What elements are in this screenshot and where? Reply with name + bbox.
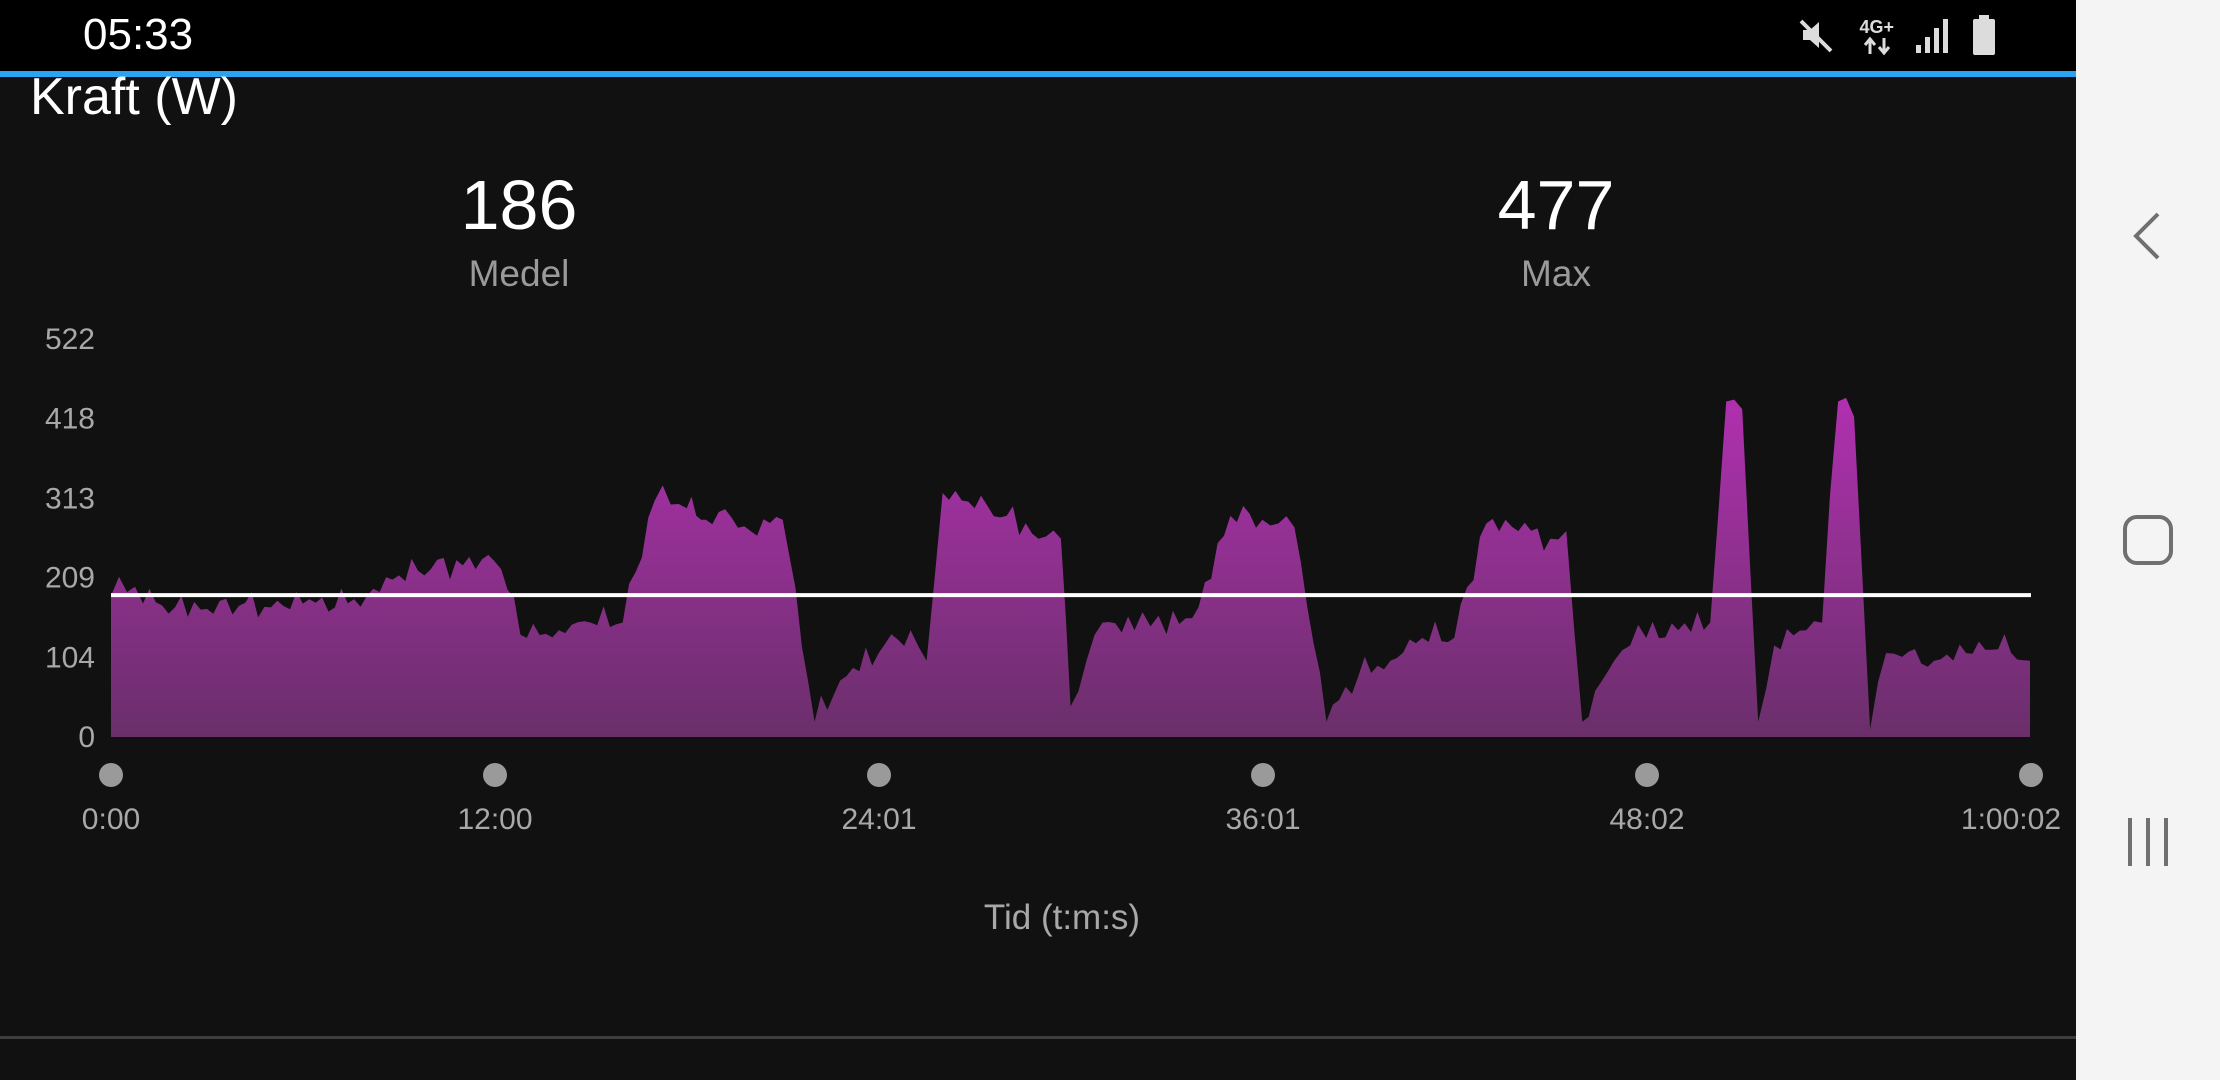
- header-accent-line: [0, 71, 2076, 77]
- network-4g-icon: 4G+: [1859, 18, 1894, 56]
- status-time: 05:33: [83, 10, 194, 59]
- y-tick-label: 313: [45, 482, 95, 515]
- mute-icon: [1797, 15, 1837, 60]
- back-icon: [2133, 212, 2160, 260]
- y-tick-label: 522: [45, 323, 95, 356]
- x-tick-label: 48:02: [1609, 803, 1684, 836]
- x-tick-label: 1:00:02: [1961, 803, 2061, 836]
- stat-average: 186 Medel: [369, 165, 669, 297]
- x-tick-handle[interactable]: [2019, 763, 2043, 787]
- y-tick-label: 418: [45, 402, 95, 435]
- recents-button[interactable]: [2076, 782, 2220, 902]
- area-series: [111, 397, 2031, 737]
- y-tick-label: 104: [45, 642, 95, 675]
- x-tick-handle[interactable]: [1251, 763, 1275, 787]
- x-tick-handle[interactable]: [867, 763, 891, 787]
- home-icon: [2123, 515, 2173, 565]
- network-type-label: 4G+: [1859, 17, 1894, 37]
- y-tick-label: 0: [78, 721, 95, 754]
- x-tick-handle[interactable]: [483, 763, 507, 787]
- stat-max-label: Max: [1521, 253, 1591, 294]
- status-icons: 4G+: [1797, 14, 1996, 60]
- navigation-bar: [2076, 0, 2220, 1080]
- home-button[interactable]: [2076, 480, 2220, 600]
- y-tick-label: 209: [45, 562, 95, 595]
- status-bar: 05:33 4G+: [0, 0, 2076, 72]
- page-title: Kraft (W): [30, 68, 238, 126]
- power-area-series: [111, 397, 2031, 737]
- x-axis-title: Tid (t:m:s): [983, 898, 1141, 937]
- x-tick-handle[interactable]: [1635, 763, 1659, 787]
- signal-icon: [1916, 17, 1950, 58]
- x-tick-label: 36:01: [1225, 803, 1300, 836]
- x-tick-label: 24:01: [841, 803, 916, 836]
- back-button[interactable]: [2076, 176, 2220, 296]
- battery-icon: [1972, 14, 1996, 60]
- x-tick-label: 12:00: [457, 803, 532, 836]
- stat-max: 477 Max: [1406, 165, 1706, 297]
- recents-icon: [2128, 818, 2168, 866]
- y-axis-ticks: 0 104 209 313 418 522: [45, 323, 95, 754]
- bottom-divider: [0, 1036, 2076, 1039]
- x-tick-handle[interactable]: [99, 763, 123, 787]
- stat-average-label: Medel: [468, 253, 570, 294]
- x-tick-label: 0:00: [82, 803, 140, 836]
- stat-average-value: 186: [460, 166, 578, 244]
- x-axis-ticks: 0:00 12:00 24:01 36:01 48:02 1:00:02: [82, 763, 2061, 836]
- stat-max-value: 477: [1497, 166, 1615, 244]
- power-chart[interactable]: 0 104 209 313 418 522 0:00 12:00 24:01 36:01 48:0…: [0, 0, 2076, 880]
